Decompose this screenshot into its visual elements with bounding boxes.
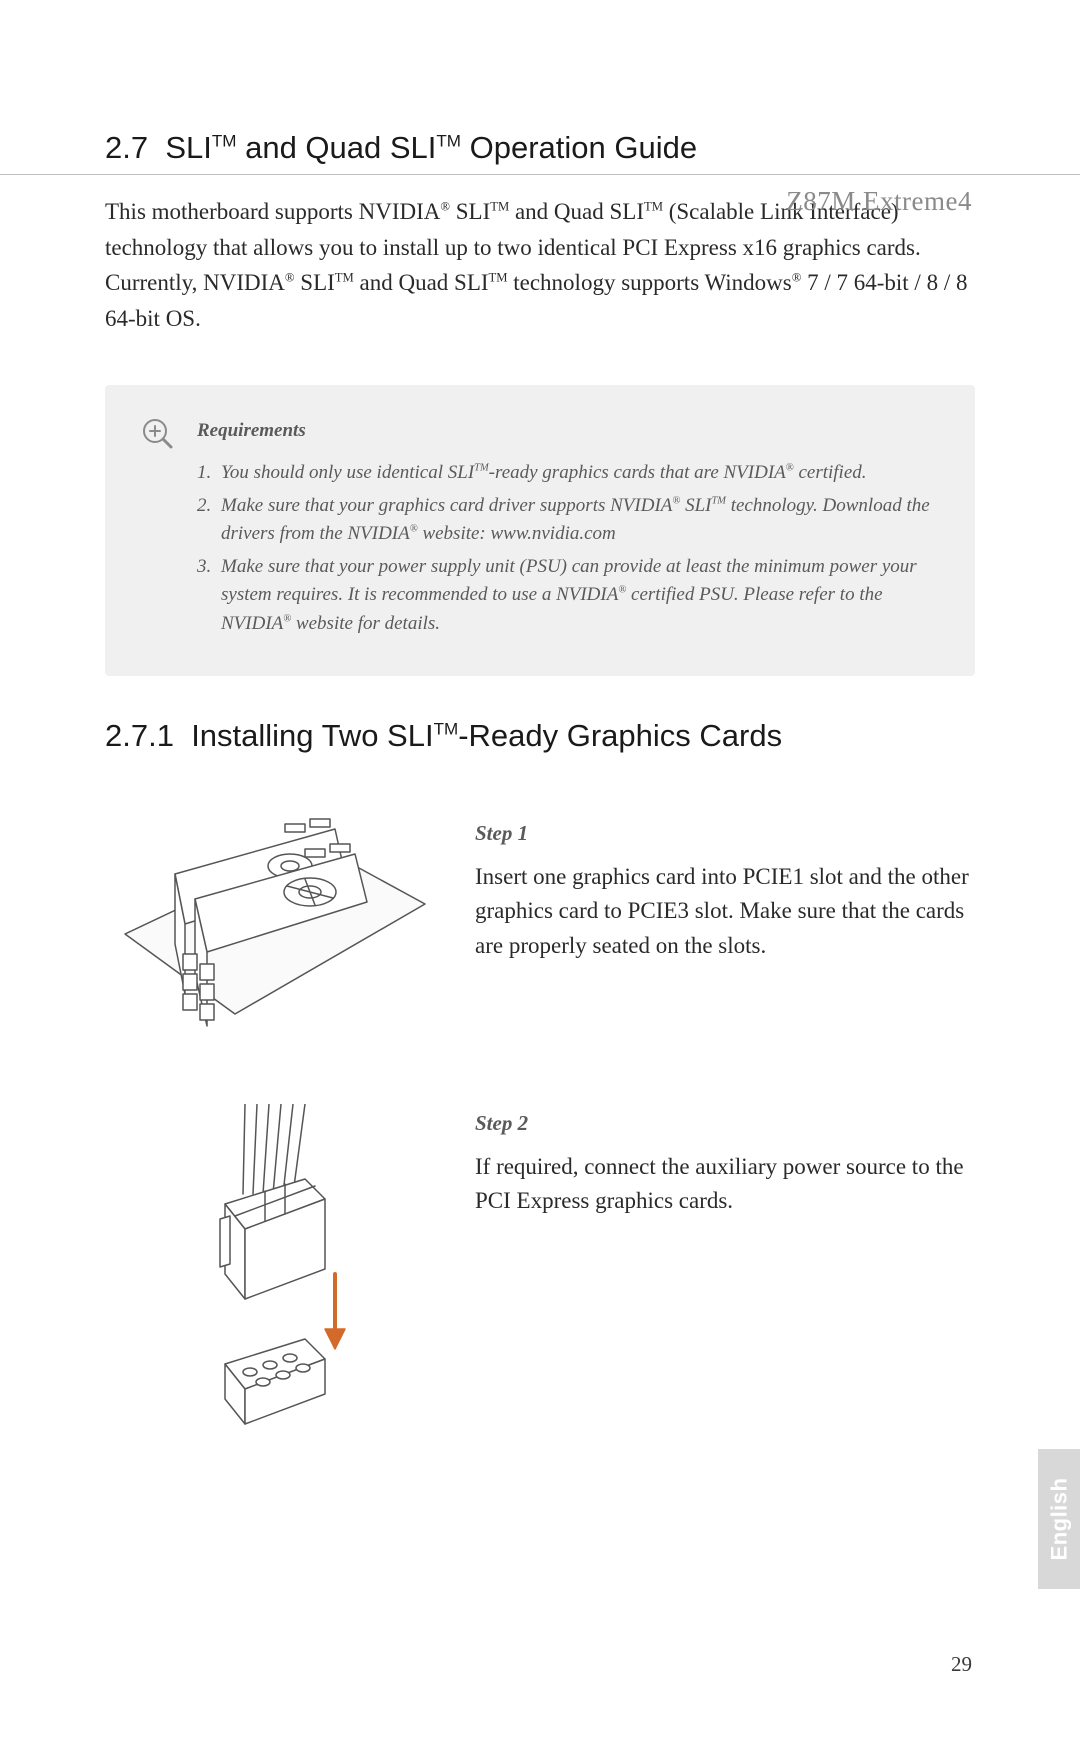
tm-mark: TM (436, 132, 461, 151)
req-num: 3. (197, 553, 211, 582)
requirements-callout: Requirements 1. You should only use iden… (105, 385, 975, 677)
step2-figure (105, 1104, 435, 1434)
intro-text: and Quad SLI (509, 199, 644, 224)
heading-text: SLI (165, 130, 212, 165)
reg-mark: ® (440, 199, 450, 213)
intro-text: SLI (295, 270, 335, 295)
page-number: 29 (951, 1652, 972, 1677)
step-body: Insert one graphics card into PCIE1 slot… (475, 860, 975, 964)
tm-mark: TM (212, 132, 237, 151)
req-text: -ready graphics cards that are NVIDIA (489, 462, 786, 483)
steps-container: Step 1 Insert one graphics card into PCI… (105, 814, 975, 1434)
tm-mark: TM (335, 271, 354, 285)
requirement-item: 3. Make sure that your power supply unit… (197, 553, 939, 639)
section-number: 2.7 (105, 130, 148, 165)
req-num: 2. (197, 492, 211, 521)
req-text: Make sure that your graphics card driver… (221, 495, 672, 516)
tm-mark: TM (434, 720, 459, 739)
tm-mark: TM (711, 495, 726, 506)
req-text: certified. (794, 462, 867, 483)
req-text: website: www.nvidia.com (418, 523, 616, 544)
tm-mark: TM (474, 463, 489, 474)
requirement-item: 1. You should only use identical SLITM-r… (197, 459, 939, 488)
req-num: 1. (197, 459, 211, 488)
step-text: Step 1 Insert one graphics card into PCI… (475, 814, 975, 963)
step-row: Step 1 Insert one graphics card into PCI… (105, 814, 975, 1054)
reg-mark: ® (792, 271, 802, 285)
step-body: If required, connect the auxiliary power… (475, 1150, 975, 1219)
heading-text: Installing Two SLI (191, 718, 433, 753)
intro-text: technology supports Windows (508, 270, 792, 295)
heading-text: -Ready Graphics Cards (458, 718, 782, 753)
intro-text: This motherboard supports NVIDIA (105, 199, 440, 224)
subsection-number: 2.7.1 (105, 718, 174, 753)
requirement-item: 2. Make sure that your graphics card dri… (197, 492, 939, 549)
step-row: Step 2 If required, connect the auxiliar… (105, 1104, 975, 1434)
req-text: SLI (680, 495, 711, 516)
language-label: English (1046, 1478, 1072, 1561)
step-label: Step 2 (475, 1108, 975, 1140)
magnify-plus-icon (141, 417, 175, 643)
product-name: Z87M Extreme4 (786, 186, 972, 217)
section-heading: 2.7 SLITM and Quad SLITM Operation Guide (105, 130, 975, 166)
step-label: Step 1 (475, 818, 975, 850)
callout-body: Requirements 1. You should only use iden… (197, 417, 939, 643)
step-text: Step 2 If required, connect the auxiliar… (475, 1104, 975, 1219)
intro-text: SLI (450, 199, 490, 224)
reg-mark: ® (410, 524, 418, 535)
tm-mark: TM (490, 199, 509, 213)
top-rule (0, 174, 1080, 175)
subsection-heading: 2.7.1 Installing Two SLITM-Ready Graphic… (105, 718, 975, 754)
heading-text: and Quad SLI (236, 130, 436, 165)
reg-mark: ® (786, 463, 794, 474)
req-text: website for details. (291, 613, 440, 634)
requirements-list: 1. You should only use identical SLITM-r… (197, 459, 939, 638)
tm-mark: TM (644, 199, 663, 213)
req-text: You should only use identical SLI (221, 462, 474, 483)
intro-text: and Quad SLI (354, 270, 489, 295)
step1-figure (105, 814, 435, 1054)
language-tab: English (1038, 1449, 1080, 1589)
heading-text: Operation Guide (461, 130, 697, 165)
reg-mark: ® (283, 613, 291, 624)
reg-mark: ® (285, 271, 295, 285)
manual-page: Z87M Extreme4 2.7 SLITM and Quad SLITM O… (0, 130, 1080, 1749)
callout-title: Requirements (197, 417, 939, 446)
tm-mark: TM (489, 271, 508, 285)
